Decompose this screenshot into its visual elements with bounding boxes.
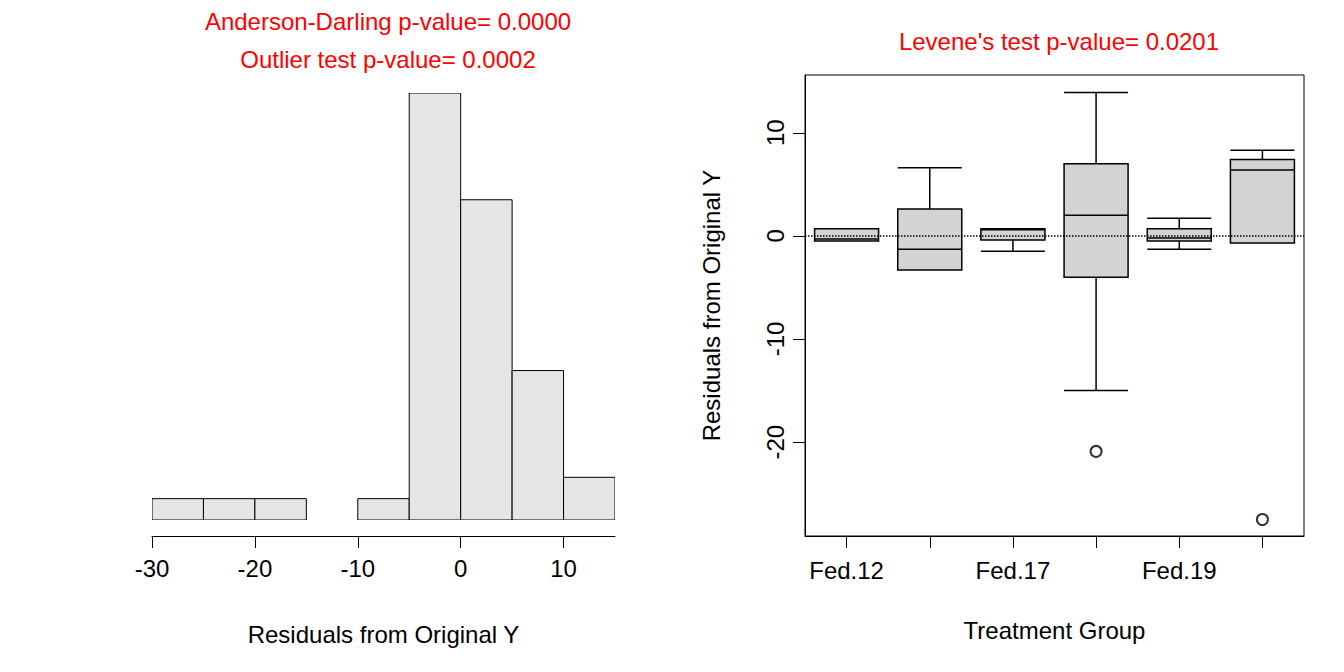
svg-text:Residuals from Original Y: Residuals from Original Y — [698, 170, 725, 442]
svg-text:0: 0 — [454, 555, 467, 582]
svg-text:-30: -30 — [135, 555, 170, 582]
svg-text:-10: -10 — [762, 322, 789, 357]
svg-text:Levene's test p-value= 0.0201: Levene's test p-value= 0.0201 — [899, 28, 1219, 55]
svg-text:-20: -20 — [238, 555, 273, 582]
svg-text:Treatment Group: Treatment Group — [964, 617, 1146, 644]
svg-text:10: 10 — [550, 555, 577, 582]
svg-text:Anderson-Darling p-value= 0.00: Anderson-Darling p-value= 0.0000 — [205, 8, 571, 35]
svg-text:0: 0 — [762, 229, 789, 242]
svg-text:Fed.12: Fed.12 — [809, 557, 884, 584]
svg-text:-20: -20 — [762, 425, 789, 460]
svg-text:Fed.19: Fed.19 — [1142, 557, 1217, 584]
svg-text:10: 10 — [762, 119, 789, 146]
svg-text:Outlier test p-value= 0.0002: Outlier test p-value= 0.0002 — [240, 46, 536, 73]
svg-text:Residuals from Original Y: Residuals from Original Y — [248, 621, 520, 648]
svg-text:Fed.17: Fed.17 — [976, 557, 1051, 584]
svg-text:-10: -10 — [340, 555, 375, 582]
